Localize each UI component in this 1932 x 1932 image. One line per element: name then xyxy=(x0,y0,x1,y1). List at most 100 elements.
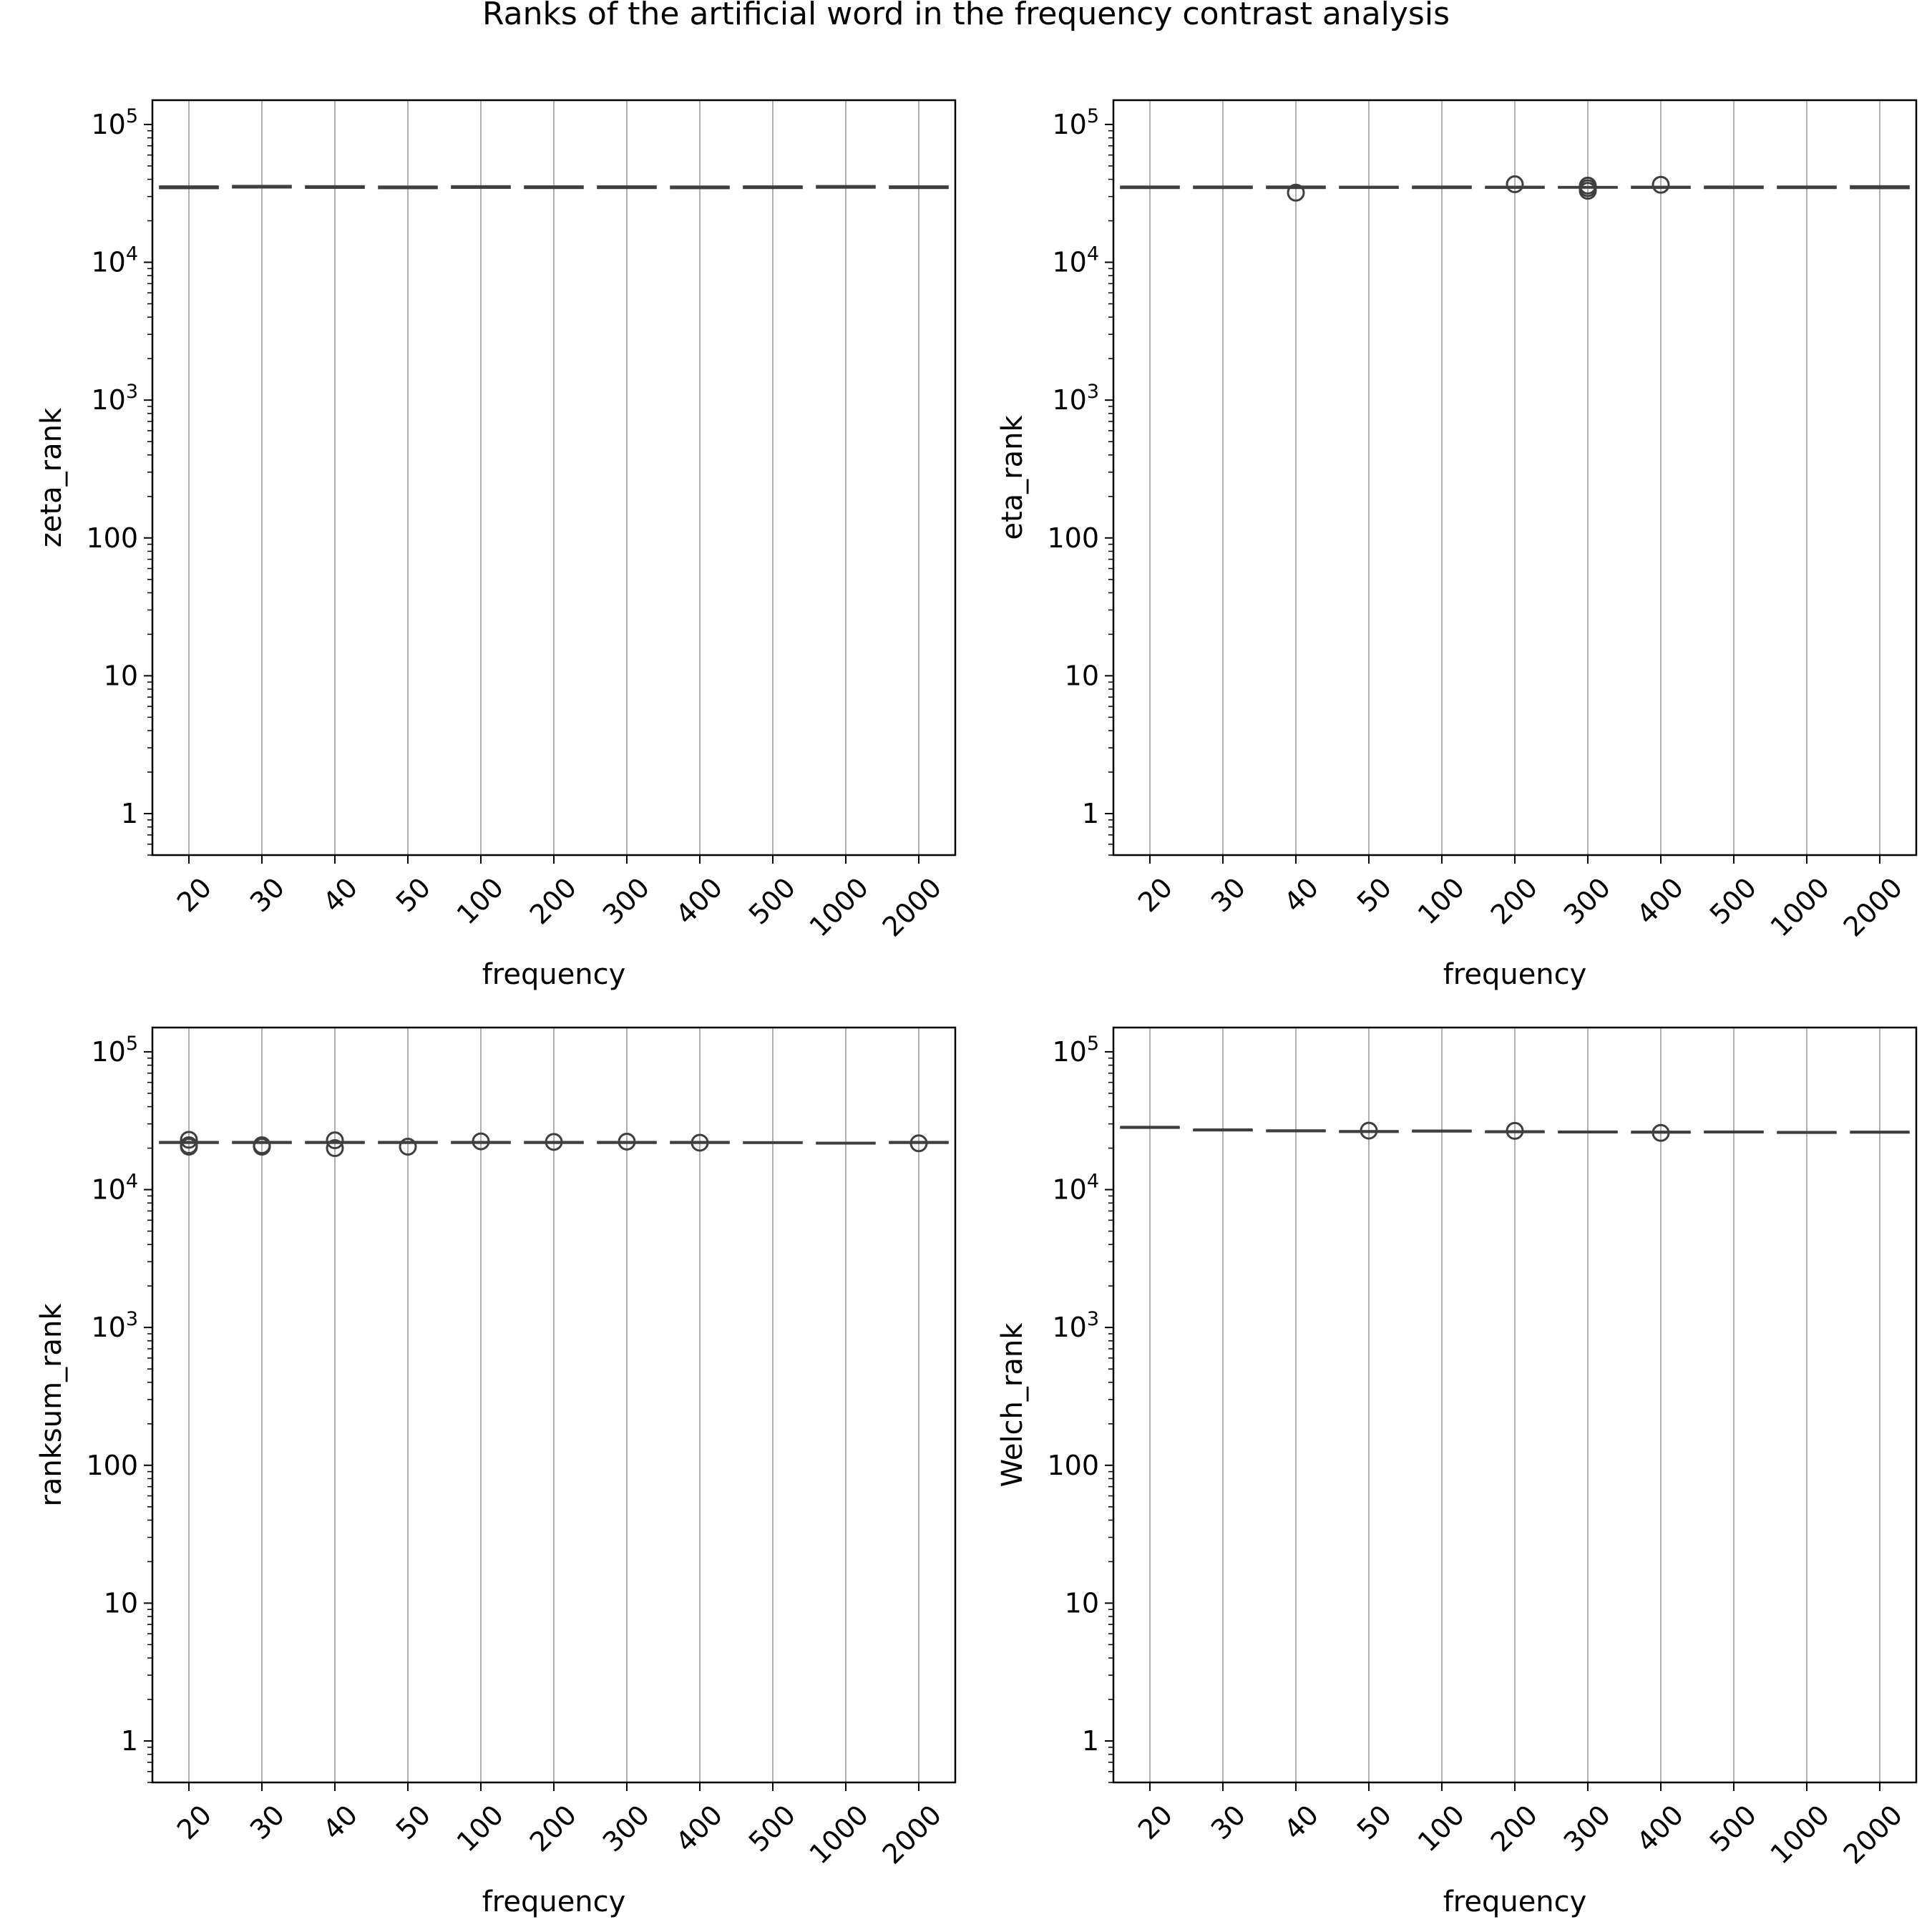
x-tick-label: 30 xyxy=(1205,1799,1252,1845)
y-axis-label: eta_rank xyxy=(996,415,1029,540)
y-axis-label: Welch_rank xyxy=(996,1322,1029,1488)
y-tick-label: 100 xyxy=(86,522,138,554)
x-tick-label: 40 xyxy=(317,1799,364,1845)
box-100 xyxy=(451,1132,511,1151)
x-tick-label: 100 xyxy=(1412,1799,1470,1858)
y-tick-label: 10 xyxy=(104,1587,138,1619)
box-300 xyxy=(1558,1130,1618,1134)
outlier-point xyxy=(399,1137,417,1156)
y-minor-ticks xyxy=(147,1057,152,1783)
box-50 xyxy=(378,1137,438,1156)
y-tick-label: 105 xyxy=(1052,1033,1099,1068)
x-tick-label: 40 xyxy=(317,872,364,918)
x-tick-label: 100 xyxy=(451,872,509,930)
y-tick-label: 103 xyxy=(91,381,138,416)
y-tick-label: 100 xyxy=(1047,1450,1099,1481)
box-50 xyxy=(378,185,438,190)
x-tick-label: 500 xyxy=(743,872,801,930)
subplot-3: 1 10 100 103 104 105 20 30 40 50 100 200 300 400 500 10… xyxy=(35,1026,957,1918)
outlier-point xyxy=(545,1133,563,1151)
x-tick-label: 50 xyxy=(1351,872,1397,918)
box-400 xyxy=(670,185,730,190)
x-tick-label: 100 xyxy=(1412,872,1470,930)
x-tick-label: 500 xyxy=(1704,1799,1762,1858)
outlier-point xyxy=(1652,1123,1670,1142)
y-tick-label: 103 xyxy=(1052,1308,1099,1343)
outlier-point xyxy=(180,1137,198,1156)
x-tick-label: 50 xyxy=(1351,1799,1397,1845)
outlier-point xyxy=(326,1139,344,1158)
outlier-point xyxy=(1506,175,1524,194)
box-20 xyxy=(159,185,219,190)
box-300 xyxy=(1558,176,1618,200)
box-50 xyxy=(1339,185,1399,189)
box-40 xyxy=(305,185,365,189)
x-tick-label: 1000 xyxy=(1765,1799,1836,1870)
box-400 xyxy=(670,1133,730,1152)
box-1000 xyxy=(816,1141,876,1145)
y-tick-label: 103 xyxy=(91,1308,138,1343)
outlier-point xyxy=(180,1131,198,1149)
y-tick-label: 105 xyxy=(91,1033,138,1068)
box-30 xyxy=(1193,1128,1253,1132)
box-100 xyxy=(451,185,511,189)
x-tick-label: 40 xyxy=(1278,872,1324,918)
outlier-point xyxy=(253,1137,271,1156)
box-1000 xyxy=(1777,185,1837,190)
x-tick-label: 400 xyxy=(670,872,728,930)
box-1000 xyxy=(1777,1131,1837,1134)
box-200 xyxy=(1485,1121,1545,1140)
box-200 xyxy=(524,1133,584,1151)
box-100 xyxy=(1412,1129,1472,1133)
y-tick-label: 104 xyxy=(1052,1171,1099,1206)
x-tick-label: 400 xyxy=(1631,872,1689,930)
x-tick-label: 20 xyxy=(171,872,218,918)
box-40 xyxy=(1266,1129,1326,1133)
x-tick-label: 200 xyxy=(524,872,582,930)
y-tick-label: 104 xyxy=(91,1171,138,1206)
y-tick-label: 10 xyxy=(1065,660,1099,691)
outlier-point xyxy=(1506,1121,1524,1140)
box-2000 xyxy=(1850,185,1910,190)
x-tick-label: 30 xyxy=(244,1799,291,1845)
x-axis-label: frequency xyxy=(1443,958,1587,991)
subplot-4: 1 10 100 103 104 105 20 30 40 50 100 200 300 400 500 10… xyxy=(996,1026,1918,1918)
x-tick-label: 200 xyxy=(1485,872,1543,930)
x-tick-label: 100 xyxy=(451,1799,509,1858)
y-axis-label: zeta_rank xyxy=(35,407,68,547)
box-300 xyxy=(597,185,657,190)
x-tick-label: 30 xyxy=(1205,872,1252,918)
box-20 xyxy=(159,1131,219,1156)
y-tick-label: 1 xyxy=(121,1725,138,1757)
x-tick-label: 20 xyxy=(1132,1799,1179,1845)
box-40 xyxy=(1266,183,1326,202)
x-tick-label: 50 xyxy=(390,872,436,918)
x-tick-label: 500 xyxy=(1704,872,1762,930)
outlier-point xyxy=(618,1132,636,1151)
x-tick-label: 2000 xyxy=(877,1799,948,1870)
y-minor-ticks xyxy=(1108,130,1113,856)
x-tick-label: 1000 xyxy=(1765,872,1836,943)
outlier-point xyxy=(1652,175,1670,194)
x-axis-label: frequency xyxy=(482,1885,626,1918)
y-tick-label: 105 xyxy=(1052,105,1099,140)
x-tick-label: 400 xyxy=(670,1799,728,1858)
outlier-point xyxy=(1360,1121,1378,1140)
box-300 xyxy=(597,1132,657,1151)
box-50 xyxy=(1339,1121,1399,1140)
x-tick-label: 300 xyxy=(1558,872,1616,930)
x-tick-label: 20 xyxy=(1132,872,1179,918)
box-20 xyxy=(1120,185,1180,190)
x-tick-label: 400 xyxy=(1631,1799,1689,1858)
x-tick-label: 30 xyxy=(244,872,291,918)
outlier-point xyxy=(909,1134,928,1153)
box-30 xyxy=(1193,185,1253,190)
y-tick-label: 103 xyxy=(1052,381,1099,416)
x-tick-label: 1000 xyxy=(804,1799,875,1870)
x-tick-label: 300 xyxy=(1558,1799,1616,1858)
x-axis-label: frequency xyxy=(1443,1885,1587,1918)
y-tick-label: 1 xyxy=(121,798,138,829)
x-tick-label: 50 xyxy=(390,1799,436,1845)
box-20 xyxy=(1120,1126,1180,1129)
